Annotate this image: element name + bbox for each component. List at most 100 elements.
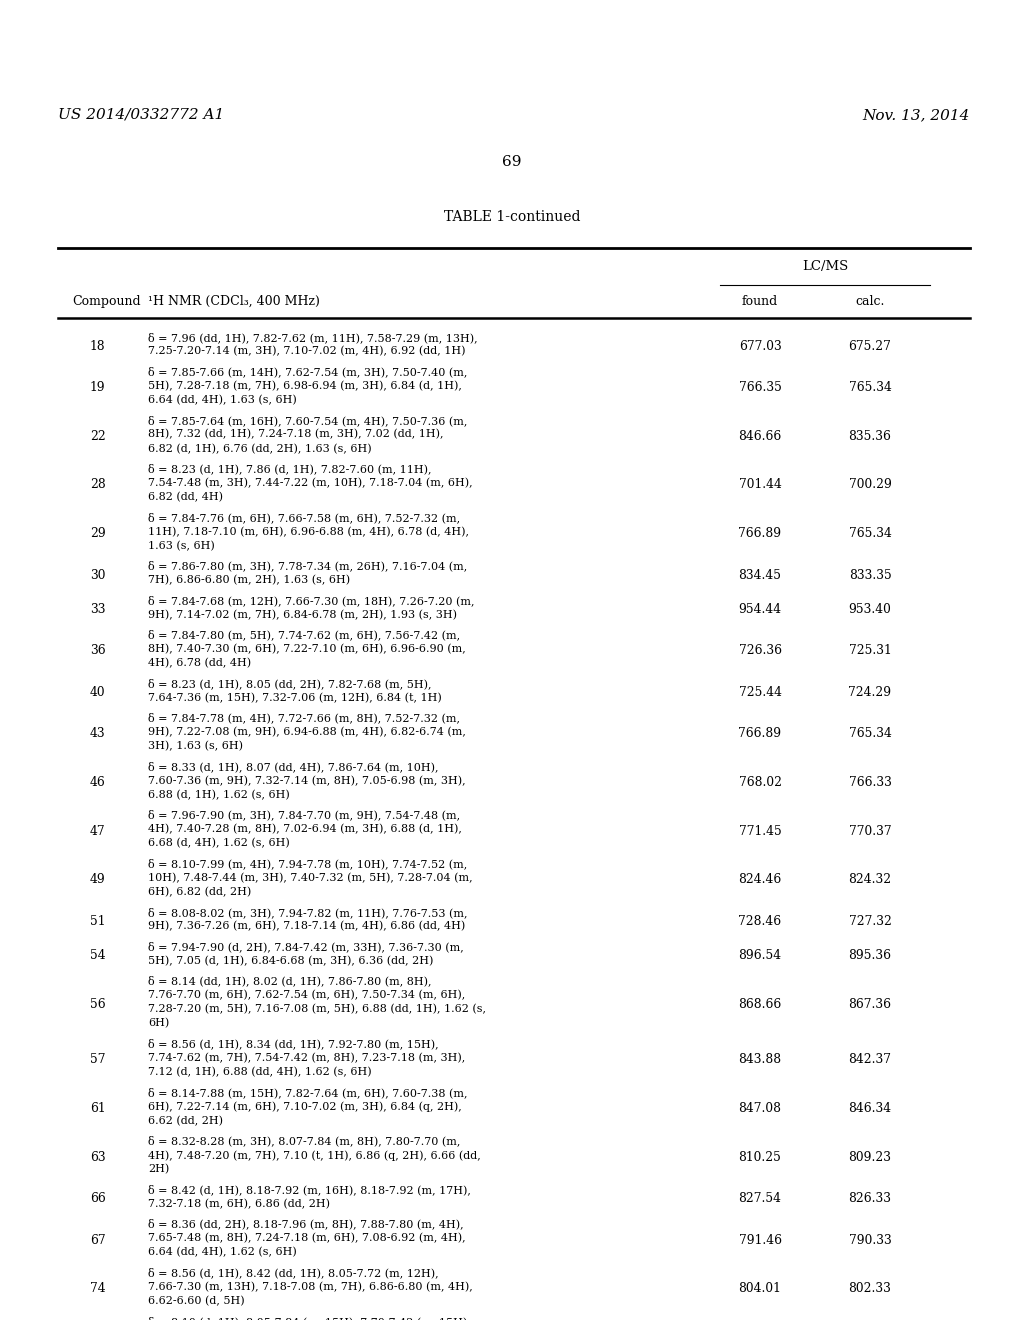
Text: 768.02: 768.02	[738, 776, 781, 789]
Text: 7.12 (d, 1H), 6.88 (dd, 4H), 1.62 (s, 6H): 7.12 (d, 1H), 6.88 (dd, 4H), 1.62 (s, 6H…	[148, 1067, 372, 1077]
Text: 57: 57	[90, 1053, 105, 1067]
Text: Nov. 13, 2014: Nov. 13, 2014	[862, 108, 970, 121]
Text: 765.34: 765.34	[849, 727, 892, 741]
Text: 834.45: 834.45	[738, 569, 781, 582]
Text: 7.32-7.18 (m, 6H), 6.86 (dd, 2H): 7.32-7.18 (m, 6H), 6.86 (dd, 2H)	[148, 1199, 330, 1209]
Text: 7.76-7.70 (m, 6H), 7.62-7.54 (m, 6H), 7.50-7.34 (m, 6H),: 7.76-7.70 (m, 6H), 7.62-7.54 (m, 6H), 7.…	[148, 990, 465, 1001]
Text: 69: 69	[502, 154, 522, 169]
Text: 2H): 2H)	[148, 1164, 169, 1175]
Text: 766.89: 766.89	[738, 727, 781, 741]
Text: 726.36: 726.36	[738, 644, 781, 657]
Text: δ = 8.10 (d, 1H), 8.05-7.84 (m, 15H), 7.70-7.42 (m, 15H),: δ = 8.10 (d, 1H), 8.05-7.84 (m, 15H), 7.…	[148, 1316, 471, 1320]
Text: 7.65-7.48 (m, 8H), 7.24-7.18 (m, 6H), 7.08-6.92 (m, 4H),: 7.65-7.48 (m, 8H), 7.24-7.18 (m, 6H), 7.…	[148, 1233, 466, 1243]
Text: δ = 7.96 (dd, 1H), 7.82-7.62 (m, 11H), 7.58-7.29 (m, 13H),: δ = 7.96 (dd, 1H), 7.82-7.62 (m, 11H), 7…	[148, 333, 477, 343]
Text: 6.64 (dd, 4H), 1.63 (s, 6H): 6.64 (dd, 4H), 1.63 (s, 6H)	[148, 395, 297, 405]
Text: 824.32: 824.32	[849, 874, 892, 886]
Text: 6H): 6H)	[148, 1019, 169, 1028]
Text: Compound: Compound	[72, 294, 140, 308]
Text: 56: 56	[90, 998, 105, 1011]
Text: δ = 8.33 (d, 1H), 8.07 (dd, 4H), 7.86-7.64 (m, 10H),: δ = 8.33 (d, 1H), 8.07 (dd, 4H), 7.86-7.…	[148, 762, 438, 772]
Text: 8H), 7.32 (dd, 1H), 7.24-7.18 (m, 3H), 7.02 (dd, 1H),: 8H), 7.32 (dd, 1H), 7.24-7.18 (m, 3H), 7…	[148, 429, 443, 440]
Text: 19: 19	[90, 381, 105, 395]
Text: 28: 28	[90, 478, 105, 491]
Text: 7.28-7.20 (m, 5H), 7.16-7.08 (m, 5H), 6.88 (dd, 1H), 1.62 (s,: 7.28-7.20 (m, 5H), 7.16-7.08 (m, 5H), 6.…	[148, 1005, 486, 1015]
Text: 700.29: 700.29	[849, 478, 892, 491]
Text: 9H), 7.14-7.02 (m, 7H), 6.84-6.78 (m, 2H), 1.93 (s, 3H): 9H), 7.14-7.02 (m, 7H), 6.84-6.78 (m, 2H…	[148, 610, 457, 620]
Text: 43: 43	[90, 727, 105, 741]
Text: TABLE 1-continued: TABLE 1-continued	[443, 210, 581, 224]
Text: 6.68 (d, 4H), 1.62 (s, 6H): 6.68 (d, 4H), 1.62 (s, 6H)	[148, 838, 290, 849]
Text: 54: 54	[90, 949, 105, 962]
Text: δ = 8.23 (d, 1H), 7.86 (d, 1H), 7.82-7.60 (m, 11H),: δ = 8.23 (d, 1H), 7.86 (d, 1H), 7.82-7.6…	[148, 463, 431, 474]
Text: 7.25-7.20-7.14 (m, 3H), 7.10-7.02 (m, 4H), 6.92 (dd, 1H): 7.25-7.20-7.14 (m, 3H), 7.10-7.02 (m, 4H…	[148, 346, 466, 356]
Text: 6.82 (d, 1H), 6.76 (dd, 2H), 1.63 (s, 6H): 6.82 (d, 1H), 6.76 (dd, 2H), 1.63 (s, 6H…	[148, 444, 372, 454]
Text: δ = 7.84-7.80 (m, 5H), 7.74-7.62 (m, 6H), 7.56-7.42 (m,: δ = 7.84-7.80 (m, 5H), 7.74-7.62 (m, 6H)…	[148, 630, 460, 640]
Text: 7.60-7.36 (m, 9H), 7.32-7.14 (m, 8H), 7.05-6.98 (m, 3H),: 7.60-7.36 (m, 9H), 7.32-7.14 (m, 8H), 7.…	[148, 775, 466, 785]
Text: δ = 8.23 (d, 1H), 8.05 (dd, 2H), 7.82-7.68 (m, 5H),: δ = 8.23 (d, 1H), 8.05 (dd, 2H), 7.82-7.…	[148, 678, 431, 689]
Text: δ = 8.42 (d, 1H), 8.18-7.92 (m, 16H), 8.18-7.92 (m, 17H),: δ = 8.42 (d, 1H), 8.18-7.92 (m, 16H), 8.…	[148, 1184, 471, 1195]
Text: δ = 8.14-7.88 (m, 15H), 7.82-7.64 (m, 6H), 7.60-7.38 (m,: δ = 8.14-7.88 (m, 15H), 7.82-7.64 (m, 6H…	[148, 1088, 468, 1098]
Text: 804.01: 804.01	[738, 1282, 781, 1295]
Text: δ = 7.84-7.76 (m, 6H), 7.66-7.58 (m, 6H), 7.52-7.32 (m,: δ = 7.84-7.76 (m, 6H), 7.66-7.58 (m, 6H)…	[148, 512, 460, 523]
Text: 954.44: 954.44	[738, 603, 781, 616]
Text: 4H), 7.40-7.28 (m, 8H), 7.02-6.94 (m, 3H), 6.88 (d, 1H),: 4H), 7.40-7.28 (m, 8H), 7.02-6.94 (m, 3H…	[148, 824, 462, 834]
Text: 725.44: 725.44	[738, 686, 781, 698]
Text: 9H), 7.22-7.08 (m, 9H), 6.94-6.88 (m, 4H), 6.82-6.74 (m,: 9H), 7.22-7.08 (m, 9H), 6.94-6.88 (m, 4H…	[148, 727, 466, 737]
Text: 701.44: 701.44	[738, 478, 781, 491]
Text: 677.03: 677.03	[738, 339, 781, 352]
Text: 725.31: 725.31	[849, 644, 891, 657]
Text: δ = 8.56 (d, 1H), 8.42 (dd, 1H), 8.05-7.72 (m, 12H),: δ = 8.56 (d, 1H), 8.42 (dd, 1H), 8.05-7.…	[148, 1267, 438, 1278]
Text: 728.46: 728.46	[738, 915, 781, 928]
Text: 766.33: 766.33	[849, 776, 892, 789]
Text: 771.45: 771.45	[738, 825, 781, 838]
Text: 4H), 7.48-7.20 (m, 7H), 7.10 (t, 1H), 6.86 (q, 2H), 6.66 (dd,: 4H), 7.48-7.20 (m, 7H), 7.10 (t, 1H), 6.…	[148, 1150, 480, 1160]
Text: δ = 8.32-8.28 (m, 3H), 8.07-7.84 (m, 8H), 7.80-7.70 (m,: δ = 8.32-8.28 (m, 3H), 8.07-7.84 (m, 8H)…	[148, 1135, 461, 1147]
Text: δ = 7.85-7.66 (m, 14H), 7.62-7.54 (m, 3H), 7.50-7.40 (m,: δ = 7.85-7.66 (m, 14H), 7.62-7.54 (m, 3H…	[148, 367, 467, 378]
Text: 40: 40	[90, 686, 105, 698]
Text: δ = 8.56 (d, 1H), 8.34 (dd, 1H), 7.92-7.80 (m, 15H),: δ = 8.56 (d, 1H), 8.34 (dd, 1H), 7.92-7.…	[148, 1039, 438, 1049]
Text: 6.88 (d, 1H), 1.62 (s, 6H): 6.88 (d, 1H), 1.62 (s, 6H)	[148, 789, 290, 800]
Text: 5H), 7.05 (d, 1H), 6.84-6.68 (m, 3H), 6.36 (dd, 2H): 5H), 7.05 (d, 1H), 6.84-6.68 (m, 3H), 6.…	[148, 956, 433, 966]
Text: 810.25: 810.25	[738, 1151, 781, 1164]
Text: 8H), 7.40-7.30 (m, 6H), 7.22-7.10 (m, 6H), 6.96-6.90 (m,: 8H), 7.40-7.30 (m, 6H), 7.22-7.10 (m, 6H…	[148, 644, 466, 655]
Text: 51: 51	[90, 915, 105, 928]
Text: δ = 8.08-8.02 (m, 3H), 7.94-7.82 (m, 11H), 7.76-7.53 (m,: δ = 8.08-8.02 (m, 3H), 7.94-7.82 (m, 11H…	[148, 907, 468, 917]
Text: 675.27: 675.27	[849, 339, 892, 352]
Text: 36: 36	[90, 644, 105, 657]
Text: found: found	[741, 294, 778, 308]
Text: 22: 22	[90, 430, 105, 442]
Text: 3H), 1.63 (s, 6H): 3H), 1.63 (s, 6H)	[148, 741, 243, 751]
Text: 868.66: 868.66	[738, 998, 781, 1011]
Text: 827.54: 827.54	[738, 1192, 781, 1205]
Text: 74: 74	[90, 1282, 105, 1295]
Text: 7H), 6.86-6.80 (m, 2H), 1.63 (s, 6H): 7H), 6.86-6.80 (m, 2H), 1.63 (s, 6H)	[148, 576, 350, 585]
Text: 6.62 (dd, 2H): 6.62 (dd, 2H)	[148, 1115, 223, 1126]
Text: 4H), 6.78 (dd, 4H): 4H), 6.78 (dd, 4H)	[148, 657, 251, 668]
Text: 6H), 7.22-7.14 (m, 6H), 7.10-7.02 (m, 3H), 6.84 (q, 2H),: 6H), 7.22-7.14 (m, 6H), 7.10-7.02 (m, 3H…	[148, 1101, 462, 1111]
Text: 847.08: 847.08	[738, 1102, 781, 1115]
Text: 895.36: 895.36	[849, 949, 892, 962]
Text: 896.54: 896.54	[738, 949, 781, 962]
Text: 727.32: 727.32	[849, 915, 892, 928]
Text: 953.40: 953.40	[849, 603, 892, 616]
Text: δ = 7.84-7.68 (m, 12H), 7.66-7.30 (m, 18H), 7.26-7.20 (m,: δ = 7.84-7.68 (m, 12H), 7.66-7.30 (m, 18…	[148, 595, 474, 606]
Text: 7.54-7.48 (m, 3H), 7.44-7.22 (m, 10H), 7.18-7.04 (m, 6H),: 7.54-7.48 (m, 3H), 7.44-7.22 (m, 10H), 7…	[148, 478, 473, 488]
Text: 6.64 (dd, 4H), 1.62 (s, 6H): 6.64 (dd, 4H), 1.62 (s, 6H)	[148, 1247, 297, 1258]
Text: 791.46: 791.46	[738, 1234, 781, 1246]
Text: 843.88: 843.88	[738, 1053, 781, 1067]
Text: 867.36: 867.36	[849, 998, 892, 1011]
Text: ¹H NMR (CDCl₃, 400 MHz): ¹H NMR (CDCl₃, 400 MHz)	[148, 294, 319, 308]
Text: 63: 63	[90, 1151, 105, 1164]
Text: 46: 46	[90, 776, 105, 789]
Text: calc.: calc.	[855, 294, 885, 308]
Text: 824.46: 824.46	[738, 874, 781, 886]
Text: 9H), 7.36-7.26 (m, 6H), 7.18-7.14 (m, 4H), 6.86 (dd, 4H): 9H), 7.36-7.26 (m, 6H), 7.18-7.14 (m, 4H…	[148, 921, 465, 932]
Text: 724.29: 724.29	[849, 686, 892, 698]
Text: 6H), 6.82 (dd, 2H): 6H), 6.82 (dd, 2H)	[148, 887, 251, 898]
Text: 766.89: 766.89	[738, 527, 781, 540]
Text: 770.37: 770.37	[849, 825, 891, 838]
Text: 29: 29	[90, 527, 105, 540]
Text: 846.66: 846.66	[738, 430, 781, 442]
Text: 809.23: 809.23	[849, 1151, 892, 1164]
Text: 802.33: 802.33	[849, 1282, 892, 1295]
